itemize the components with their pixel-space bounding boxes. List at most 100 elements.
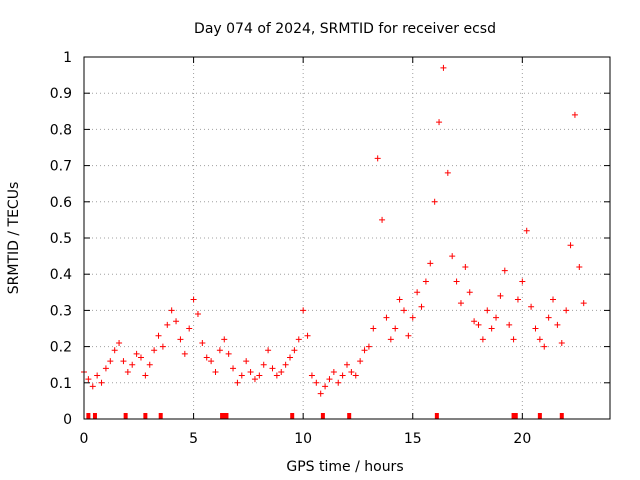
- zero-sample-marker: [537, 413, 542, 419]
- data-point: [295, 336, 302, 343]
- data-point: [133, 350, 140, 357]
- data-point: [558, 339, 565, 346]
- data-point: [365, 343, 372, 350]
- zero-sample-marker: [511, 413, 516, 419]
- data-point: [300, 307, 307, 314]
- data-point: [278, 368, 285, 375]
- zero-sample-marker: [320, 413, 325, 419]
- data-point: [348, 368, 355, 375]
- data-point: [326, 376, 333, 383]
- data-point: [400, 307, 407, 314]
- data-point: [116, 339, 123, 346]
- x-tick-label: 0: [80, 431, 89, 447]
- x-tick-label: 10: [294, 431, 312, 447]
- zero-sample-marker: [86, 413, 91, 419]
- data-point: [256, 372, 263, 379]
- data-point: [238, 372, 245, 379]
- data-point: [120, 358, 127, 365]
- data-point: [344, 361, 350, 368]
- zero-sample-marker: [559, 413, 564, 419]
- data-point: [194, 311, 201, 318]
- data-point: [251, 376, 258, 383]
- data-point: [357, 358, 364, 365]
- x-axis: 0 5 10 15 20: [80, 57, 531, 447]
- data-point: [216, 347, 223, 354]
- data-point: [287, 354, 294, 361]
- data-point: [466, 289, 473, 296]
- data-point: [85, 376, 92, 383]
- data-point: [186, 325, 193, 332]
- data-point: [225, 350, 232, 357]
- data-point: [379, 216, 386, 223]
- data-point: [199, 339, 206, 346]
- data-point: [181, 350, 188, 357]
- plot-frame: [83, 56, 611, 420]
- data-point: [462, 263, 469, 270]
- zero-sample-marker: [92, 413, 97, 419]
- data-point: [317, 390, 324, 397]
- data-point: [523, 227, 530, 234]
- data-point: [493, 314, 500, 321]
- zero-sample-marker: [143, 413, 148, 419]
- data-point: [484, 307, 491, 314]
- data-point: [571, 111, 578, 118]
- data-point: [129, 361, 136, 368]
- data-point: [374, 155, 381, 162]
- data-point: [313, 379, 320, 386]
- data-point: [230, 365, 237, 372]
- data-point: [243, 358, 250, 365]
- data-point: [269, 365, 276, 372]
- zero-sample-marker: [513, 413, 518, 419]
- data-point: [212, 368, 219, 375]
- data-point: [273, 372, 280, 379]
- data-point: [536, 336, 543, 343]
- data-point: [545, 314, 552, 321]
- data-point: [427, 260, 434, 267]
- zero-sample-marker: [222, 413, 227, 419]
- x-axis-label: GPS time / hours: [286, 459, 403, 475]
- data-point: [510, 336, 517, 343]
- data-point: [260, 361, 267, 368]
- data-point: [563, 307, 570, 314]
- data-point: [308, 372, 315, 379]
- data-point: [173, 318, 180, 325]
- data-point: [471, 318, 478, 325]
- data-point: [440, 64, 447, 71]
- data-point: [370, 325, 377, 332]
- y-tick-label: 0.1: [50, 376, 72, 392]
- data-point: [387, 336, 394, 343]
- data-point: [414, 289, 421, 296]
- data-point: [221, 336, 228, 343]
- data-point: [265, 347, 272, 354]
- data-point: [234, 379, 241, 386]
- data-point: [361, 347, 368, 354]
- y-tick-label: 0.2: [50, 340, 72, 356]
- y-tick-label: 0.9: [50, 86, 72, 102]
- data-point: [247, 368, 254, 375]
- data-point: [418, 303, 425, 310]
- y-tick-label: 0.3: [50, 303, 72, 319]
- data-point: [541, 343, 548, 350]
- zero-sample-marker: [224, 413, 229, 419]
- chart-title: Day 074 of 2024, SRMTID for receiver ecs…: [194, 21, 496, 37]
- data-point: [488, 325, 495, 332]
- data-point: [519, 278, 526, 285]
- data-point: [550, 296, 557, 303]
- data-point: [497, 292, 504, 299]
- data-point: [339, 372, 346, 379]
- grid-lines: [84, 57, 610, 419]
- data-point: [392, 325, 399, 332]
- data-point: [137, 354, 144, 361]
- data-point: [580, 300, 587, 307]
- data-point: [457, 300, 464, 307]
- data-point: [89, 383, 96, 390]
- data-point: [177, 336, 184, 343]
- data-point: [208, 358, 215, 365]
- y-axis: 0 0.1 0.2 0.3 0.4 0.5 0.6 0.7 0.8 0.9 1: [50, 50, 610, 428]
- data-point: [453, 278, 460, 285]
- y-tick-label: 0: [63, 412, 72, 428]
- zero-sample-marker: [434, 413, 439, 419]
- data-point: [514, 296, 521, 303]
- data-point: [554, 321, 561, 328]
